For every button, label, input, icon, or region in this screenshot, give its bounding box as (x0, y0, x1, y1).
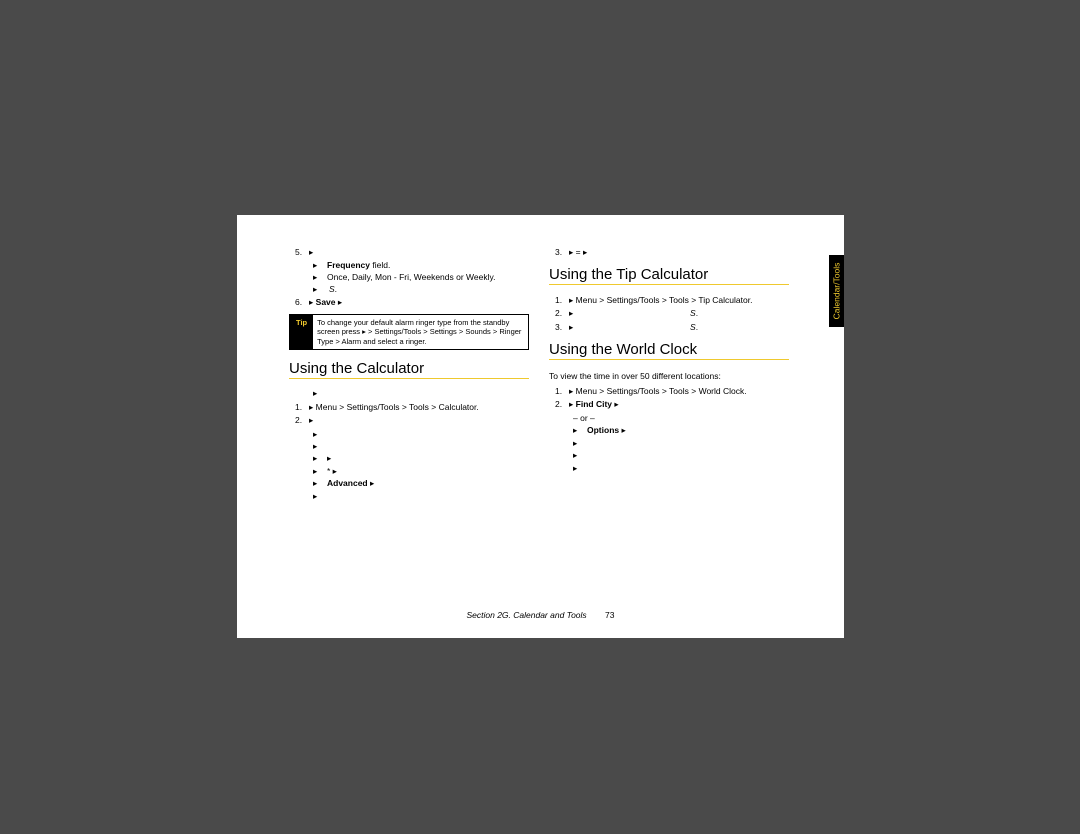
step-num: 2. (295, 415, 309, 426)
calc-step-2: 2. ▸ (295, 415, 529, 426)
tipcalc-body: 1. ▸ Menu > Settings/Tools > Tools > Tip… (549, 295, 789, 333)
world-step-1: 1. ▸ Menu > Settings/Tools > Tools > Wor… (555, 386, 789, 397)
calc-sublist: ▸ ▸ ▸▸ ▸* ▸ ▸Advanced ▸ ▸ (313, 429, 529, 503)
tipcalc-step-3: 3. ▸ S. (555, 322, 789, 333)
step-6: 6. ▸ Save ▸ (295, 297, 529, 308)
calc-body: ▸ 1. ▸ Menu > Settings/Tools > Tools > C… (289, 388, 529, 502)
step-num: 2. (555, 308, 569, 319)
tipcalc-step-1: 1. ▸ Menu > Settings/Tools > Tools > Tip… (555, 295, 789, 306)
calc-step-1: 1. ▸ Menu > Settings/Tools > Tools > Cal… (295, 402, 529, 413)
page-content: 5. ▸ ▸ Frequency field. ▸ Once, Daily, M… (289, 245, 777, 605)
tipcalc-step-2: 2. ▸ S. (555, 308, 789, 319)
manual-page: Calendar/Tools 5. ▸ ▸ Frequency field. ▸… (237, 215, 844, 638)
footer-pagenum: 73 (605, 610, 614, 620)
step-num: 1. (295, 402, 309, 413)
step-num: 3. (555, 322, 569, 333)
world-step-2: 2. ▸ Find City ▸ (555, 399, 789, 410)
tip-box: Tip To change your default alarm ringer … (289, 314, 529, 350)
world-or: – or – (573, 413, 595, 424)
step-num: 2. (555, 399, 569, 410)
step-text: ▸ Menu > Settings/Tools > Tools > Calcul… (309, 402, 529, 413)
heading-tip-calculator: Using the Tip Calculator (549, 266, 789, 285)
page-footer: Section 2G. Calendar and Tools 73 (237, 610, 844, 620)
step-text: ▸ Save ▸ (309, 297, 529, 308)
left-column: 5. ▸ ▸ Frequency field. ▸ Once, Daily, M… (289, 245, 529, 503)
step-num: 1. (555, 295, 569, 306)
footer-section: Section 2G. Calendar and Tools (466, 610, 586, 620)
tip-text: To change your default alarm ringer type… (313, 315, 528, 349)
world-intro: To view the time in over 50 different lo… (549, 371, 789, 382)
step-num: 5. (295, 247, 309, 258)
step-num: 1. (555, 386, 569, 397)
step5-sub: ▸ Frequency field. ▸ Once, Daily, Mon - … (313, 260, 529, 295)
side-tab-label: Calendar/Tools (832, 263, 842, 320)
heading-calculator: Using the Calculator (289, 360, 529, 379)
right-column: 3. ▸ = ▸ Using the Tip Calculator 1. ▸ M… (549, 245, 789, 475)
step-num: 6. (295, 297, 309, 308)
right-step-3: 3. ▸ = ▸ (555, 247, 789, 258)
step-text: ▸ (309, 247, 529, 258)
step-num: 3. (555, 247, 569, 258)
tip-label: Tip (290, 315, 313, 349)
step-5: 5. ▸ (295, 247, 529, 258)
side-tab: Calendar/Tools (829, 255, 844, 327)
heading-world-clock: Using the World Clock (549, 341, 789, 360)
world-body: To view the time in over 50 different lo… (549, 371, 789, 474)
